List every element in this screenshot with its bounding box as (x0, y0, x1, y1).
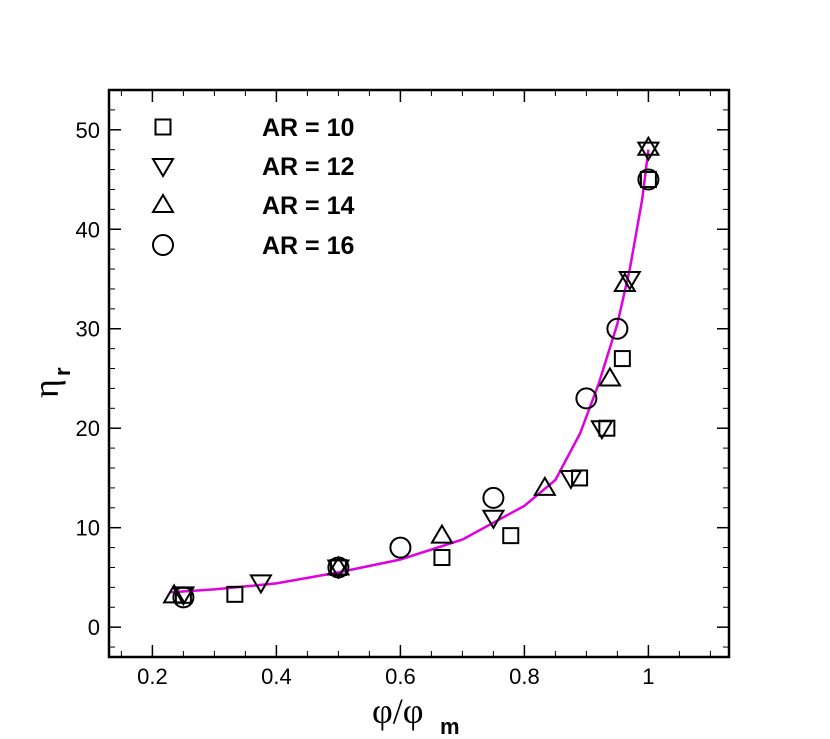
legend: AR = 10 AR = 12 AR = 14 AR = 16 (151, 114, 355, 260)
data-point-triangle-down (249, 574, 273, 595)
series-square (174, 171, 657, 604)
data-point-circle (575, 387, 598, 410)
data-point-triangle-down (636, 141, 661, 162)
data-point-circle (606, 317, 629, 340)
series-triangle-up (162, 135, 661, 604)
legend-label: AR = 12 (262, 153, 354, 181)
fit-line (170, 149, 650, 594)
legend-label: AR = 16 (262, 232, 354, 260)
legend-marker-circle (152, 234, 174, 256)
y-tick-label: 30 (76, 317, 100, 342)
x-tick-label: 0.2 (137, 664, 168, 689)
plot-frame (107, 88, 731, 659)
y-tick-label: 20 (76, 416, 100, 441)
y-tick-label: 50 (76, 118, 100, 143)
data-point-triangle-up (326, 555, 351, 576)
data-point-triangle-down (559, 469, 583, 490)
x-tick-label: 0.4 (261, 664, 292, 689)
legend-marker-triangle-down (151, 158, 175, 178)
data-point-triangle-down (326, 559, 351, 580)
data-point-circle (482, 486, 505, 509)
x-tick-label: 0.8 (509, 664, 540, 689)
x-axis-title-main: φ/φ (372, 691, 424, 731)
data-point-square (226, 585, 244, 603)
legend-label: AR = 10 (262, 114, 354, 142)
data-point-triangle-up (613, 272, 637, 292)
series-triangle-down (171, 141, 661, 607)
data-point-circle (637, 168, 660, 191)
data-point-triangle-up (533, 475, 557, 496)
y-axis-title-subscript: r (50, 367, 75, 376)
data-point-circle (389, 536, 412, 559)
legend-marker-square (154, 118, 172, 136)
tick-marks (109, 90, 729, 657)
y-axis-title: η r (26, 367, 75, 398)
data-point-square (639, 171, 657, 189)
data-point-square (502, 527, 520, 545)
data-point-square (613, 350, 631, 368)
legend-label: AR = 14 (262, 192, 355, 220)
data-markers (162, 135, 661, 609)
fit-curve (170, 149, 650, 594)
data-point-triangle-up (430, 523, 454, 544)
x-axis-title: φ/φ (372, 691, 424, 731)
x-tick-label: 0.6 (385, 664, 416, 689)
data-point-triangle-up (636, 135, 661, 156)
legend-marker-triangle-up (151, 193, 175, 213)
data-point-triangle-down (618, 271, 642, 291)
series-circle (172, 168, 660, 609)
data-point-triangle-down (590, 420, 614, 441)
data-point-circle (172, 586, 195, 609)
y-tick-label: 10 (76, 516, 100, 541)
y-tick-label: 0 (88, 615, 100, 640)
x-axis-title-subscript: m (440, 714, 460, 739)
data-point-triangle-up (598, 366, 622, 387)
y-axis-title-main: η (26, 379, 66, 398)
x-tick-label: 1 (642, 664, 654, 689)
y-tick-label: 40 (76, 217, 100, 242)
data-point-square (433, 549, 451, 567)
data-point-triangle-down (481, 509, 506, 530)
data-point-circle (327, 556, 350, 579)
